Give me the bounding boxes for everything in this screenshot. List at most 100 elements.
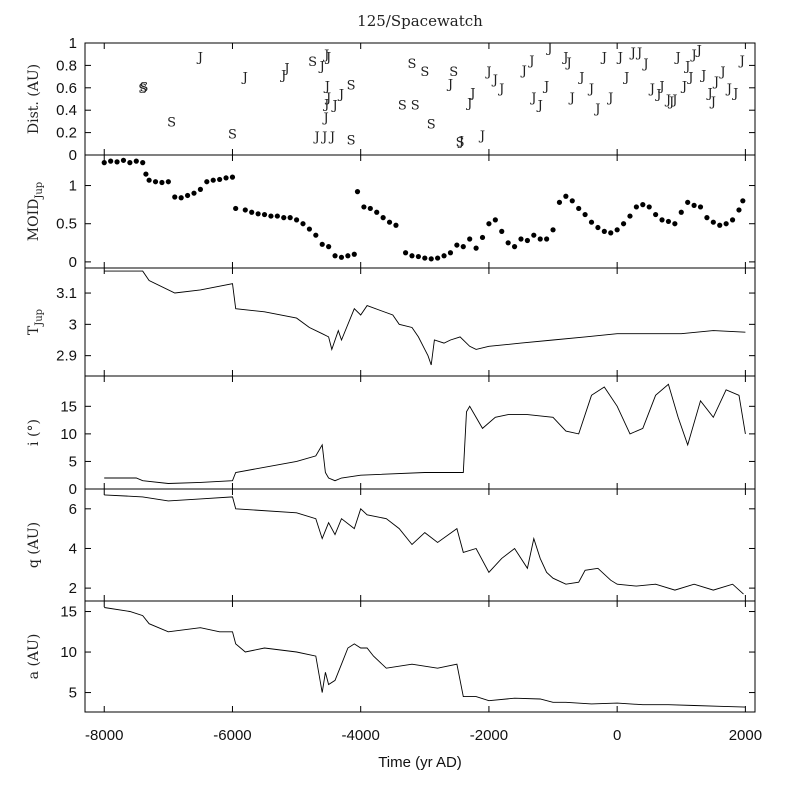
data-point [479,234,486,241]
data-point [428,256,434,262]
data-point [486,221,492,227]
data-point [422,255,428,261]
data-point-letter: J [641,57,648,72]
data-point [672,221,678,227]
data-point [499,228,505,234]
data-point-letter: J [536,99,543,114]
data-point-letter: J [635,46,642,61]
data-point-letter: J [520,64,527,79]
data-point [351,251,357,257]
data-point [319,241,325,247]
x-tick-label: -2000 [470,727,508,744]
data-point [710,219,716,225]
x-tick-label: -4000 [342,727,380,744]
x-tick-label: -8000 [85,727,123,744]
data-point-letter: J [468,86,475,101]
panel-q: 2 4 6 q (AU) [26,488,756,602]
data-point-letter: J [648,82,655,97]
data-point-letter: J [622,71,629,86]
data-point-letter: J [731,86,738,101]
x-tick-label: 2000 [729,727,762,744]
data-point [736,207,742,213]
data-point [255,211,261,217]
data-point [345,253,351,259]
data-point [454,242,460,248]
data-point [143,171,149,177]
y-axis-label-a: a (AU) [26,634,42,680]
data-point [313,232,319,238]
y-tick-label: 5 [69,685,77,702]
y-tick-label: 3 [69,316,77,333]
data-point [435,255,441,261]
data-point-letter: J [606,91,613,106]
data-point-letter: J [542,80,549,95]
data-point [511,244,518,250]
data-point-letter: J [695,44,702,59]
data-point-letter: J [686,71,693,86]
data-point [473,245,479,251]
data-point [274,213,280,219]
data-point-letter: J [664,93,671,108]
data-point-letter: J [577,71,584,86]
data-point-letter: J [318,59,325,74]
data-point-letter: S [167,115,176,130]
data-point [281,215,287,221]
panel-frame [84,600,756,713]
data-point-letter: J [545,41,552,56]
data-point-letter: J [322,97,329,112]
data-point [367,205,373,212]
data-point [582,211,588,218]
data-point [447,250,454,256]
y-axis-label-dist: Dist. (AU) [26,64,42,134]
data-point [261,211,268,218]
data-point-letter: J [491,73,498,88]
y-tick-label: 5 [69,453,77,470]
data-point [537,236,543,242]
data-point-letter: J [529,91,536,106]
data-point [740,198,746,204]
data-point [210,177,216,183]
data-point-letter: J [527,54,534,69]
y-tick-label: 0 [69,254,77,271]
data-point [633,204,639,210]
data-point [467,236,473,242]
data-point [576,205,582,212]
y-tick-label: 10 [60,426,77,443]
data-point [704,215,710,221]
data-point-letter: S [347,133,356,148]
y-tick-label: 2.9 [56,348,77,365]
series-line-q [104,494,744,595]
y-axis-label-q: q (AU) [26,522,42,568]
y-tick-label: 4 [69,540,77,557]
data-point-letter: J [320,130,327,145]
data-point [550,227,556,233]
data-point [588,219,595,225]
y-tick-label: 2 [69,580,77,597]
data-point-letter: S [308,55,317,70]
data-point-letter: J [725,82,732,97]
data-point-letter: J [680,80,687,95]
data-point-letter: J [324,50,331,65]
data-point-letter: J [709,95,716,110]
data-point-letter: S [456,136,465,151]
data-point [165,179,171,185]
data-point [678,209,684,215]
data-point [306,226,313,232]
y-tick-label: 1 [69,178,77,195]
data-point-letter: S [449,65,458,80]
data-point [127,160,133,166]
data-point-letter: J [497,82,504,97]
data-point-letter: J [667,95,674,110]
data-point [140,160,146,166]
y-axis-label-subscript: Jup [34,309,45,327]
data-point [184,192,191,199]
data-point [229,174,236,180]
data-point [217,176,223,183]
data-point [386,219,393,225]
data-point-letter: S [427,118,436,133]
y-tick-label: 0.4 [56,102,77,119]
data-point [120,157,127,163]
